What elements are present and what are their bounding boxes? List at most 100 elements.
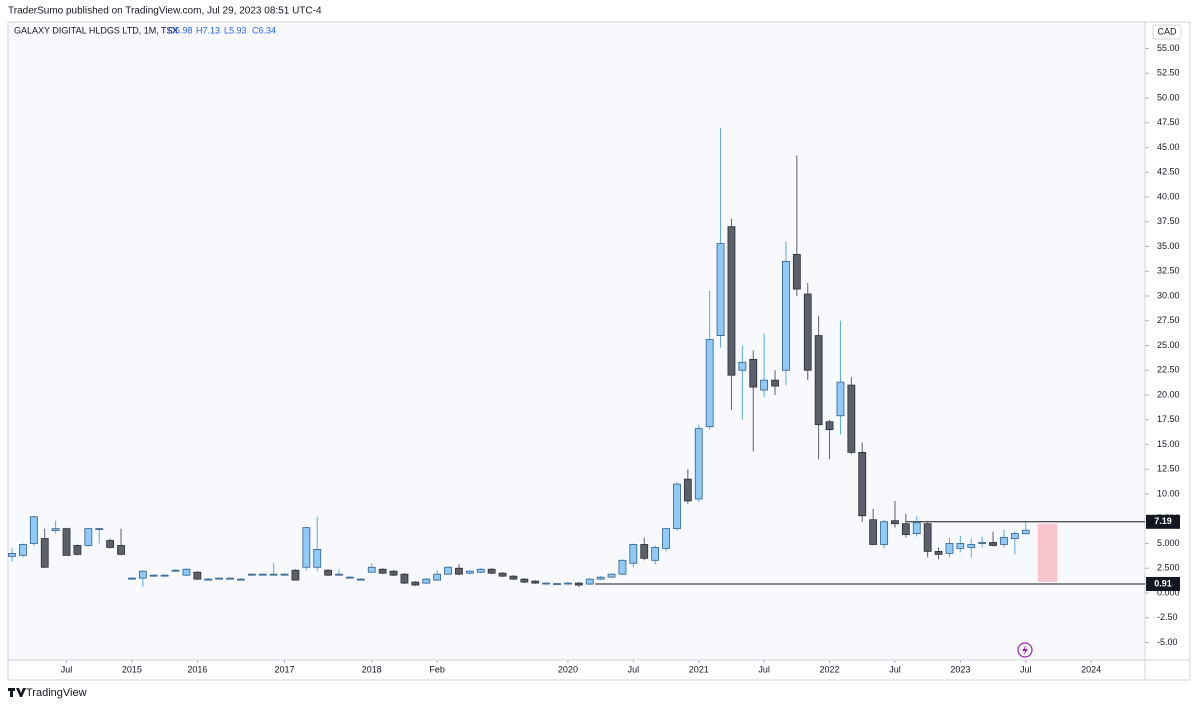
candle-body xyxy=(237,578,245,581)
candle-body xyxy=(422,578,431,584)
legend-ohlc-value: H7.13 xyxy=(196,25,220,35)
range-box xyxy=(1037,523,1058,583)
candle-body xyxy=(367,566,376,573)
candle-body xyxy=(869,519,878,545)
candle-body xyxy=(171,569,180,572)
candle-body xyxy=(378,568,387,574)
candle-body xyxy=(302,527,311,568)
candle-body xyxy=(520,578,529,583)
candle-body xyxy=(95,528,104,531)
candle-body xyxy=(258,573,267,576)
x-tick-label: 2021 xyxy=(689,664,709,674)
candle-body xyxy=(542,582,551,585)
y-tick-label: 20.00 xyxy=(1157,389,1180,399)
candle-body xyxy=(280,573,289,576)
candle-body xyxy=(498,572,507,577)
candle-body xyxy=(269,573,278,576)
footer-brand: TradingView xyxy=(26,687,87,699)
candle-body xyxy=(411,581,420,586)
y-tick-label: 10.00 xyxy=(1157,488,1180,498)
candle-body xyxy=(389,570,398,576)
candle-body xyxy=(29,516,38,544)
y-tick-label: 52.50 xyxy=(1157,68,1180,78)
candle-body xyxy=(106,540,115,548)
x-tick-label: Jul xyxy=(1020,664,1032,674)
candle-body xyxy=(956,543,965,549)
y-tick-label: 37.50 xyxy=(1157,216,1180,226)
x-tick-label: Jul xyxy=(889,664,901,674)
y-tick-label: 40.00 xyxy=(1157,191,1180,201)
candle-body xyxy=(760,379,769,391)
x-tick-label: 2017 xyxy=(275,664,295,674)
candle-body xyxy=(662,528,670,549)
candle-body xyxy=(291,569,300,581)
x-tick-label: 2018 xyxy=(362,664,382,674)
y-tick-label: 27.50 xyxy=(1157,315,1180,325)
y-tick-label: 5.000 xyxy=(1157,538,1180,548)
candle-body xyxy=(891,520,899,525)
y-tick-label: 50.00 xyxy=(1157,92,1180,102)
candle-body xyxy=(356,578,365,581)
y-tick-label: 30.00 xyxy=(1157,290,1180,300)
candle-body xyxy=(182,568,191,576)
publisher: TraderSumo published on TradingView.com,… xyxy=(8,6,322,17)
candle-body xyxy=(335,573,343,576)
candle-body xyxy=(836,381,845,417)
candle-body xyxy=(716,243,725,336)
candle-body xyxy=(727,226,736,376)
candle-body xyxy=(1021,529,1030,535)
candle-body xyxy=(607,573,616,578)
candle-body xyxy=(73,545,82,555)
legend-ohlc: O5.98 H7.13 L5.93 C6.34 xyxy=(168,25,276,35)
y-tick-label: 42.50 xyxy=(1157,167,1180,177)
candle-body xyxy=(640,544,649,559)
candle-body xyxy=(149,574,158,577)
x-tick-label: Jul xyxy=(628,664,640,674)
candle-body xyxy=(553,583,561,585)
candle-body xyxy=(629,544,638,564)
y-tick-label: 12.50 xyxy=(1157,464,1180,474)
price-label-box xyxy=(1146,514,1180,529)
candle-body xyxy=(771,379,779,387)
candle-body xyxy=(138,570,147,579)
x-tick-label: 2024 xyxy=(1081,664,1101,674)
candle-body xyxy=(509,575,518,580)
plot-area xyxy=(8,22,1145,660)
candle-body xyxy=(814,335,823,426)
candle-body xyxy=(683,478,692,502)
y-tick-label: 55.00 xyxy=(1157,43,1180,53)
candle-body xyxy=(934,551,943,555)
candle-body xyxy=(673,483,681,530)
candle-body xyxy=(19,544,27,556)
candle-body xyxy=(444,566,452,575)
price-label: 7.19 xyxy=(1154,516,1172,526)
candle-body xyxy=(967,544,976,548)
footer-logo xyxy=(8,688,26,697)
x-tick-label: Jul xyxy=(758,664,770,674)
x-tick-label: 2023 xyxy=(950,664,970,674)
candle-body xyxy=(618,559,627,575)
x-tick-label: Jul xyxy=(61,664,73,674)
legend-ohlc-value: L5.93 xyxy=(224,25,247,35)
candle-body xyxy=(1010,533,1019,539)
candle-body xyxy=(596,576,605,580)
y-tick-label: 2.500 xyxy=(1157,563,1180,573)
x-tick-label: Feb xyxy=(429,664,445,674)
legend-ohlc-value: O5.98 xyxy=(168,25,193,35)
candle-body xyxy=(215,577,224,580)
y-tick-label: 47.50 xyxy=(1157,117,1180,127)
legend-symbol: GALAXY DIGITAL HLDGS LTD, 1M, TSX xyxy=(14,25,179,35)
y-tick-label: 25.00 xyxy=(1157,340,1180,350)
candle-body xyxy=(8,552,16,557)
candle-body xyxy=(749,358,758,388)
candle-body xyxy=(585,578,594,585)
candle-body xyxy=(400,573,409,584)
candle-body xyxy=(51,528,60,532)
candle-body xyxy=(945,543,954,554)
candle-body xyxy=(531,580,540,584)
candle-body xyxy=(782,260,790,371)
candle-body xyxy=(465,570,474,574)
candle-body xyxy=(858,452,867,517)
candle-body xyxy=(487,568,496,574)
